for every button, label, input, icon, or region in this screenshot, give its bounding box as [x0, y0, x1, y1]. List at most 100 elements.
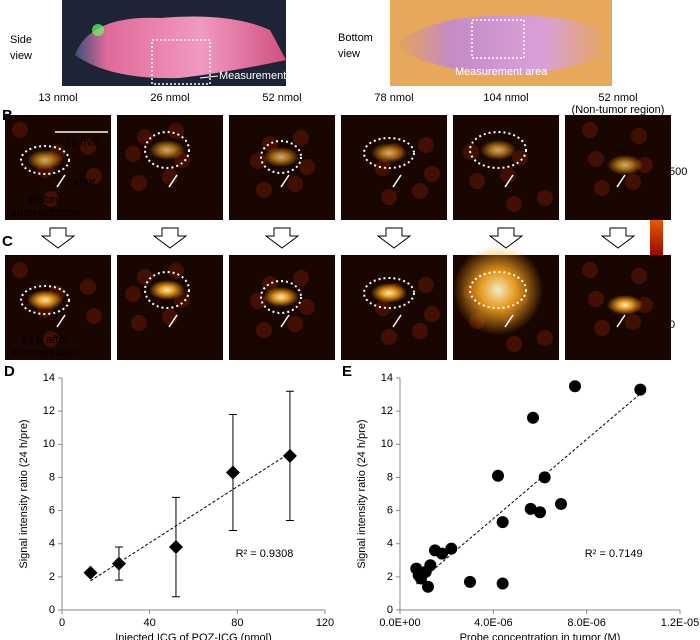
speckle [43, 331, 59, 347]
arrow [56, 174, 66, 188]
mouse [75, 16, 286, 79]
speckle [588, 151, 604, 167]
block-arrow [264, 227, 300, 249]
signal [371, 283, 407, 303]
point [634, 383, 647, 396]
y-tick-label: 8 [49, 471, 55, 483]
speckle [168, 123, 184, 139]
speckle [582, 262, 598, 278]
speckle [125, 286, 141, 302]
y-tick-label: 4 [49, 538, 55, 550]
signal [149, 140, 185, 160]
row-label: Before [29, 194, 61, 206]
tumor-outline [363, 277, 415, 309]
colorbar-label: 500 [669, 166, 687, 178]
signal [371, 143, 407, 163]
view-label: Bottom [338, 32, 373, 44]
speckle [381, 329, 397, 345]
glow [92, 24, 104, 36]
signal [607, 155, 643, 175]
speckle [12, 262, 28, 278]
measure-box [151, 39, 211, 85]
column-label: 104 nmol [483, 92, 528, 104]
column-label: 78 nmol [374, 92, 413, 104]
colorbar-label: 0 [669, 319, 675, 331]
speckle [375, 160, 391, 176]
speckle [424, 166, 440, 182]
pa-image [229, 115, 335, 220]
y-tick-label: 10 [381, 438, 393, 450]
signal [27, 150, 63, 170]
y-tick-label: 2 [387, 571, 393, 583]
speckle [469, 173, 485, 189]
arrow [392, 174, 402, 188]
point [492, 469, 504, 482]
point [436, 547, 448, 560]
x-tick-label: 8.0E-06 [567, 617, 606, 629]
point [422, 580, 434, 593]
block-arrow [600, 227, 636, 249]
speckle [594, 320, 610, 336]
x-tick-label: 80 [231, 617, 243, 629]
speckle [424, 306, 440, 322]
speckle [299, 159, 315, 175]
speckle [12, 122, 28, 138]
trend-line [90, 452, 291, 582]
scale-bar-label: 10 mm [65, 137, 99, 149]
row-label: administration [11, 347, 79, 359]
speckle [582, 122, 598, 138]
y-tick-label: 12 [43, 405, 55, 417]
column-note: (Non-tumor region) [572, 104, 665, 116]
speckle [588, 291, 604, 307]
tumor-outline [260, 280, 302, 314]
tumor-outline [363, 137, 415, 169]
y-tick-label: 2 [49, 571, 55, 583]
point [569, 380, 581, 393]
panel-letter: E [342, 363, 352, 380]
view-label: Side [10, 34, 32, 46]
tumor-outline [469, 131, 527, 169]
block-arrow [488, 227, 524, 249]
column-label: 13 nmol [38, 92, 77, 104]
arrow [616, 314, 626, 328]
speckle [625, 174, 641, 190]
annotation: R² = 0.9308 [236, 548, 294, 560]
y-axis-label: Signal intensity ratio (24 h/pre) [18, 419, 30, 568]
x-tick-label: 120 [316, 617, 334, 629]
arrow [392, 314, 402, 328]
annotation: R² = 0.7149 [585, 548, 643, 560]
speckle [168, 263, 184, 279]
arrow [168, 174, 178, 188]
signal [149, 280, 185, 300]
speckle [137, 129, 153, 145]
speckle [293, 130, 309, 146]
arrow [280, 174, 290, 188]
point [83, 565, 98, 580]
speckle [537, 190, 553, 206]
speckle [293, 270, 309, 286]
y-tick-label: 10 [43, 438, 55, 450]
speckle [137, 269, 153, 285]
column-label: 26 nmol [150, 92, 189, 104]
pa-image [229, 255, 335, 360]
speckle [631, 128, 647, 144]
speckle [125, 146, 141, 162]
x-axis-label: Injected ICG of POZ-ICG (nmol) [115, 632, 271, 640]
y-tick-label: 6 [49, 504, 55, 516]
block-arrow [152, 227, 188, 249]
point [111, 556, 126, 571]
speckle [162, 169, 178, 185]
trend-line [416, 393, 641, 585]
speckle [412, 183, 428, 199]
speckle [131, 315, 147, 331]
measure-box [471, 19, 525, 59]
panel-a: A Side view Measurement area Bottom view… [10, 0, 612, 86]
point [538, 471, 551, 484]
speckle [506, 196, 522, 212]
speckle [162, 309, 178, 325]
tumor-outline [144, 271, 190, 309]
view-label: view [338, 48, 360, 60]
speckle [506, 336, 522, 352]
speckle [256, 182, 272, 198]
